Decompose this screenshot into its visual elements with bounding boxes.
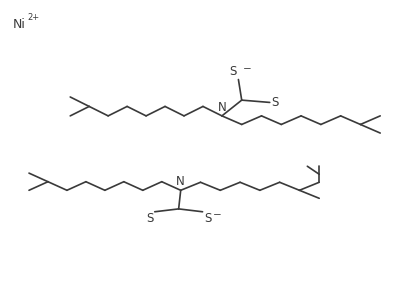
Text: S: S: [229, 65, 237, 78]
Text: N: N: [217, 101, 226, 114]
Text: S: S: [271, 97, 278, 110]
Text: −: −: [213, 210, 222, 220]
Text: 2+: 2+: [27, 14, 39, 23]
Text: S: S: [146, 212, 154, 225]
Text: −: −: [243, 64, 252, 74]
Text: N: N: [176, 175, 185, 188]
Text: Ni: Ni: [13, 18, 26, 31]
Text: S: S: [204, 212, 211, 225]
